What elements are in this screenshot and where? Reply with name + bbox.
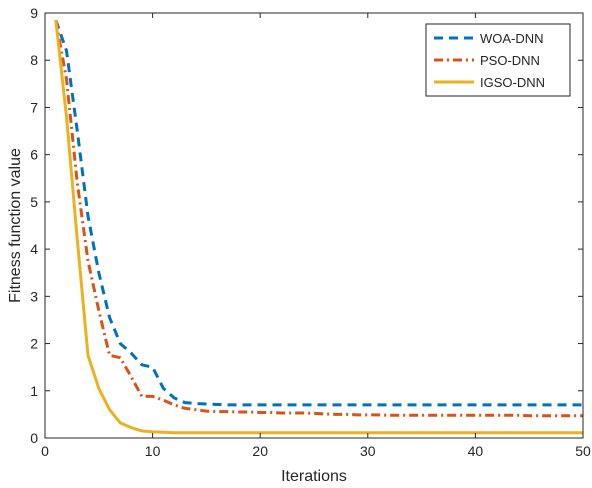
legend: WOA-DNN PSO-DNN IGSO-DNN <box>425 23 571 97</box>
legend-label: IGSO-DNN <box>480 75 545 90</box>
y-tick-label: 1 <box>30 383 38 399</box>
y-tick-label: 6 <box>30 147 38 163</box>
y-tick-label: 4 <box>30 241 38 257</box>
ticks-layer: 0 10 20 30 40 50 0 1 2 3 4 5 6 7 8 9 <box>30 5 591 459</box>
x-tick-label: 10 <box>145 443 161 459</box>
y-axis-label: Fitness function value <box>7 148 24 303</box>
x-tick-label: 50 <box>575 443 591 459</box>
series-line-pso-dnn <box>54 19 583 418</box>
series-line-igso-dnn <box>54 19 583 435</box>
x-tick-label: 40 <box>468 443 484 459</box>
y-tick-label: 9 <box>30 5 38 21</box>
x-tick-label: 20 <box>252 443 268 459</box>
y-tick-label: 3 <box>30 288 38 304</box>
plot-frame <box>44 12 584 439</box>
y-tick-label: 2 <box>30 336 38 352</box>
legend-box <box>425 23 571 97</box>
y-tick-label: 8 <box>30 52 38 68</box>
y-tick-label: 0 <box>30 430 38 446</box>
legend-label: WOA-DNN <box>480 31 544 46</box>
x-tick-label: 30 <box>360 443 376 459</box>
series-line-woa-dnn <box>54 19 583 407</box>
y-tick-label: 7 <box>30 99 38 115</box>
y-tick-label: 5 <box>30 194 38 210</box>
series-layer <box>54 19 583 435</box>
x-axis-label: Iterations <box>281 468 347 485</box>
legend-label: PSO-DNN <box>480 53 540 68</box>
x-tick-label: 0 <box>41 443 49 459</box>
